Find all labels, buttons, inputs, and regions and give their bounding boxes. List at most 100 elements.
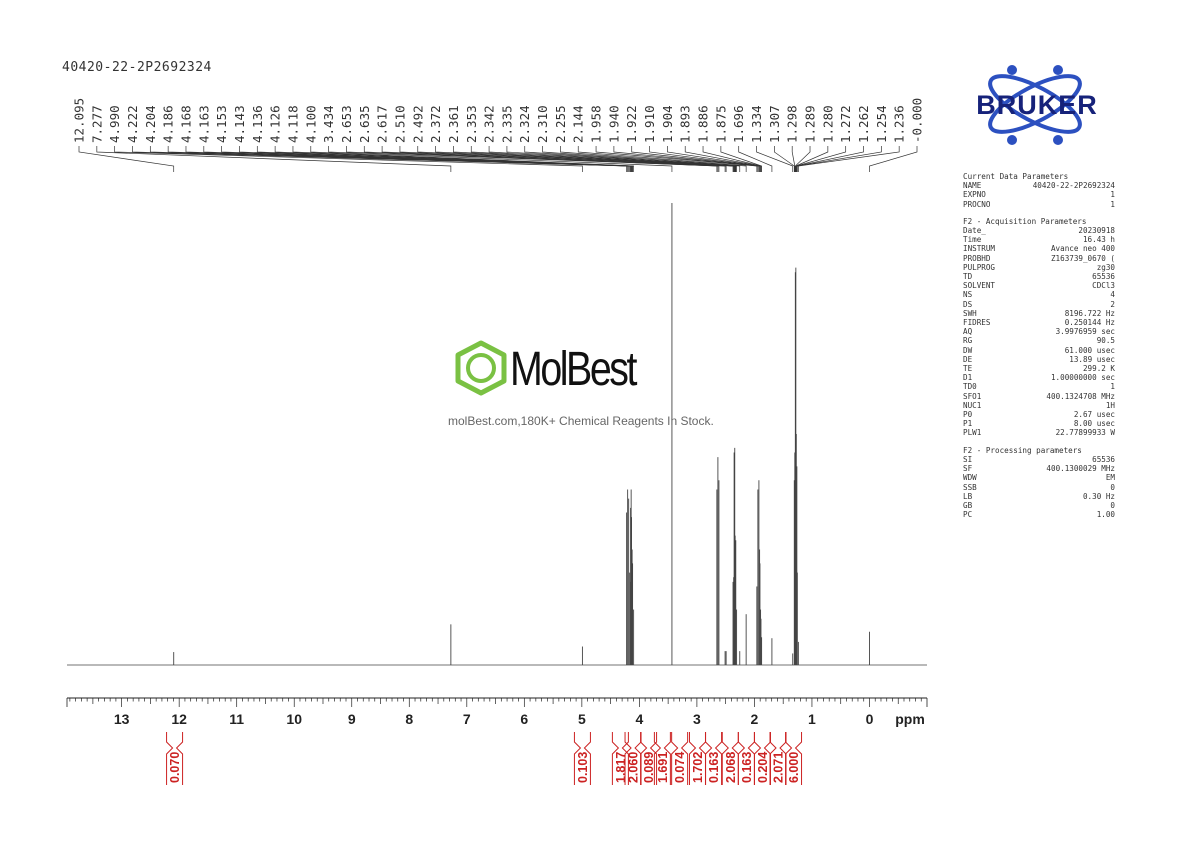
molbest-brand-text: MolBest (510, 343, 637, 396)
param-key: EXPNO (963, 190, 986, 200)
param-value: 8196.722 Hz (1064, 308, 1115, 318)
param-row: GB 0 (963, 501, 1115, 510)
integral-label: 2.068 (724, 752, 738, 783)
params-section-title: Current Data Parameters (963, 172, 1069, 181)
param-value: 16.43 h (1082, 235, 1115, 245)
integral-marker: 0.103 (573, 732, 591, 785)
integral-bracket (705, 732, 713, 785)
param-row: SFO1 400.1324708 MHz (963, 392, 1115, 401)
integral-label: 0.103 (576, 752, 590, 783)
peak-label: 2.335 (499, 105, 514, 143)
peak-leader-line (114, 146, 583, 172)
param-row: Time 16.43 h (963, 235, 1115, 244)
param-value: 1 (1110, 190, 1115, 200)
peak-leader-line (310, 146, 634, 172)
param-row: WDW EM (963, 473, 1115, 482)
param-row: NS 4 (963, 290, 1115, 299)
peak-leader-line (756, 146, 794, 172)
peak-leader-line (796, 146, 882, 172)
peak-leader-line (274, 146, 633, 172)
peak-leader-line (631, 146, 760, 172)
integral-label: 1.702 (691, 752, 705, 783)
peak-label: 1.893 (678, 105, 693, 143)
peak-label: 1.940 (606, 105, 621, 143)
peak-leader-line (560, 146, 741, 172)
peak-label: 4.222 (125, 105, 140, 143)
x-tick-label: 12 (171, 711, 187, 727)
param-value: zg30 (1096, 262, 1115, 272)
peak-leader-line (470, 146, 735, 172)
x-tick-label: 8 (405, 711, 413, 727)
x-tick-label: 13 (114, 711, 130, 727)
peak-leader-line (796, 146, 864, 172)
param-key: NS (963, 290, 973, 300)
peak-leader-line (399, 146, 726, 172)
peak-label: 4.143 (232, 105, 247, 143)
peak-leader-line (577, 146, 747, 172)
peak-label: 1.280 (820, 105, 835, 143)
param-value: 400.1324708 MHz (1046, 391, 1115, 401)
param-value: 1.00000000 sec (1050, 373, 1115, 383)
param-row: TE 299.2 K (963, 364, 1115, 373)
sample-title: 40420-22-2P2692324 (62, 60, 212, 75)
param-value: 0.30 Hz (1082, 491, 1115, 501)
integral-marker: 6.000 (785, 732, 803, 785)
integral-bracket (721, 732, 729, 785)
peak-label: 1.307 (767, 105, 782, 143)
acquisition-parameters-panel: Current Data Parameters NAME 40420-22-2P26… (963, 172, 1115, 519)
peak-label: 1.910 (642, 105, 657, 143)
param-row: TD0 1 (963, 382, 1115, 391)
integral-label: 2.060 (627, 752, 641, 783)
param-key: SSB (963, 482, 977, 492)
param-key: SFO1 (963, 391, 982, 401)
param-value: 2.67 usec (1073, 410, 1115, 420)
peak-label: 2.255 (553, 105, 568, 143)
peak-leader-line (506, 146, 736, 172)
param-key: PULPROG (963, 262, 996, 272)
param-row: NAME 40420-22-2P2692324 (963, 181, 1115, 190)
integral-bracket (794, 732, 803, 785)
peak-label: 2.342 (482, 105, 497, 143)
peak-label: 1.272 (838, 105, 853, 143)
peak-leader-line (435, 146, 734, 172)
param-value: 0 (1110, 500, 1115, 510)
param-key: Date_ (963, 226, 986, 236)
peak-leader-line (738, 146, 773, 172)
param-key: DE (963, 354, 973, 364)
integral-bracket (671, 732, 679, 785)
integral-bracket (769, 732, 777, 785)
param-value: 1H (1105, 400, 1115, 410)
integral-label: 0.070 (168, 752, 182, 783)
param-row: LB 0.30 Hz (963, 492, 1115, 501)
param-value: 400.1300029 MHz (1046, 464, 1115, 474)
param-value: 22.77899933 W (1055, 428, 1115, 438)
param-key: PROCNO (963, 199, 991, 209)
integral-marker: 1.702 (688, 732, 706, 785)
param-value: Avance neo 400 (1050, 244, 1115, 254)
peak-label: 1.904 (660, 105, 675, 143)
integral-marker: 0.204 (753, 732, 771, 785)
peak-label: 2.353 (464, 105, 479, 143)
integral-bracket (175, 732, 184, 785)
peak-leader-line (363, 146, 719, 172)
bruker-logo: BRUKER (955, 62, 1117, 154)
param-key: WDW (963, 473, 977, 483)
integral-bracket (166, 732, 174, 785)
param-row: DW 61.000 usec (963, 346, 1115, 355)
integral-bracket (785, 732, 793, 785)
x-tick-label: 7 (463, 711, 471, 727)
param-row: DS 2 (963, 300, 1115, 309)
param-value: 2 (1110, 299, 1115, 309)
spectrum-trace (67, 203, 927, 666)
integral-label: 1.691 (656, 752, 670, 783)
param-value: 8.00 usec (1073, 419, 1115, 429)
param-key: DW (963, 345, 973, 355)
param-row: PROBHD Z163739_0670 ( (963, 254, 1115, 263)
peak-label: 2.617 (375, 105, 390, 143)
peak-leader-line (488, 146, 736, 172)
param-key: AQ (963, 327, 973, 337)
peak-label: 4.168 (178, 105, 193, 143)
param-key: PROBHD (963, 253, 991, 263)
param-value: 20230918 (1078, 226, 1115, 236)
param-row: FIDRES 0.250144 Hz (963, 318, 1115, 327)
